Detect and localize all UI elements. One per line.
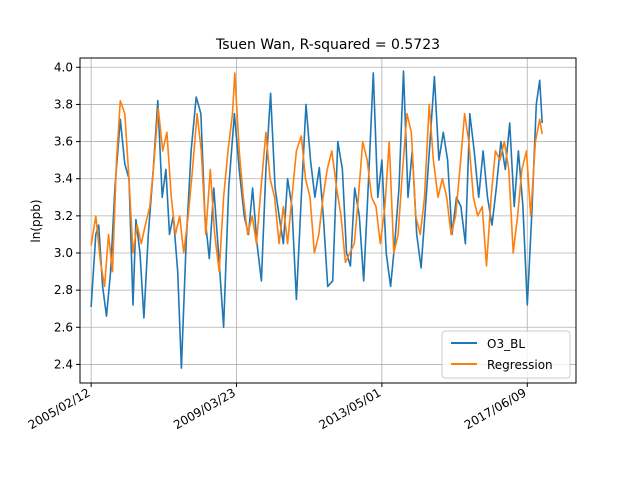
y-tick-label: 3.4	[54, 172, 73, 186]
y-tick-label: 2.8	[54, 283, 73, 297]
series-line-regression	[90, 72, 543, 288]
grid	[80, 58, 576, 383]
y-tick-label: 3.6	[54, 135, 73, 149]
series-lines	[90, 70, 543, 369]
legend: O3_BL Regression	[441, 330, 571, 379]
legend-label-regression: Regression	[487, 358, 553, 372]
y-tick-label: 3.2	[54, 209, 73, 223]
y-tick-label: 4.0	[54, 60, 73, 74]
y-axis: 2.4 2.6 2.8 3.0 3.2 3.4 3.6 3.8 4.0	[54, 60, 80, 371]
chart-title: Tsuen Wan, R-squared = 0.5723	[215, 37, 440, 53]
plot-frame	[79, 57, 577, 384]
legend-label-o3-bl: O3_BL	[487, 337, 525, 351]
y-tick-label: 2.6	[54, 320, 73, 334]
y-tick-label: 2.4	[54, 357, 73, 371]
y-tick-label: 3.0	[54, 246, 73, 260]
y-axis-label: ln(ppb)	[29, 199, 43, 242]
series-line-o3-bl	[90, 70, 543, 369]
y-tick-label: 3.8	[54, 97, 73, 111]
